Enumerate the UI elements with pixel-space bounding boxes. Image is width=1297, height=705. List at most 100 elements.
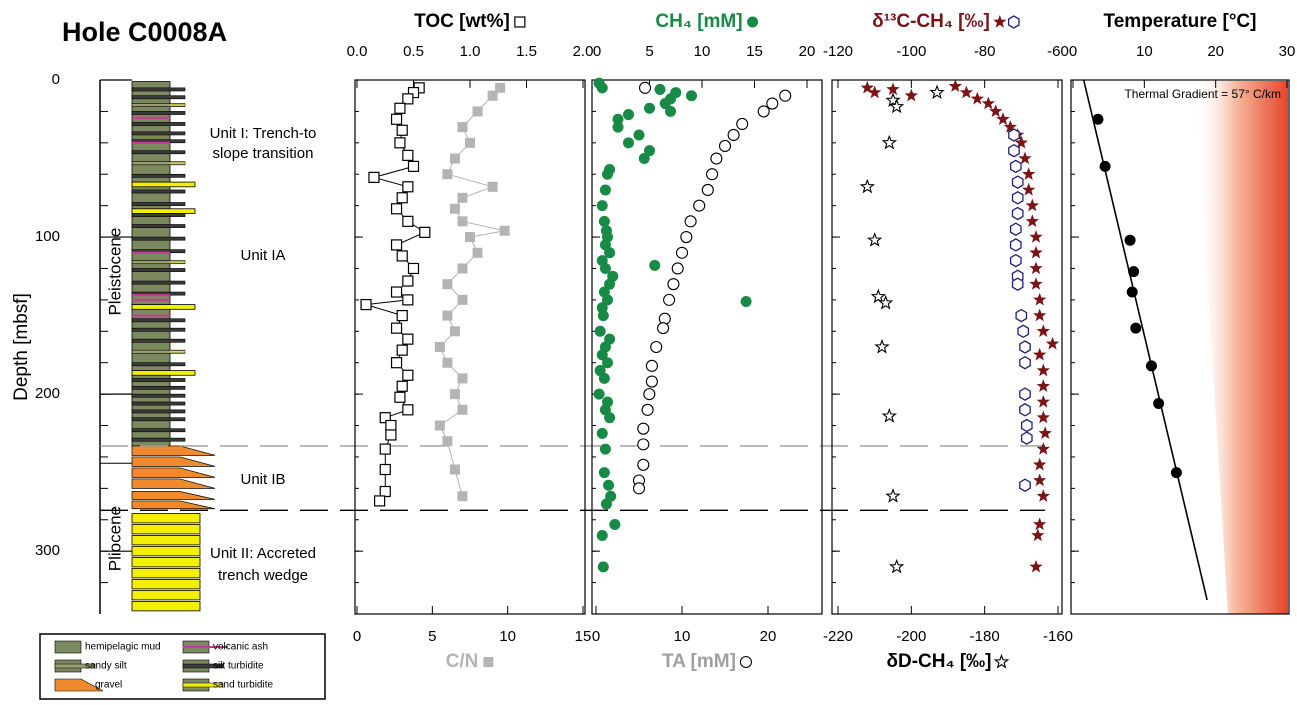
circle-marker [599,262,611,274]
legend-label: hemipelagic mud [85,642,161,653]
square-marker [396,250,408,262]
circle-marker [602,294,613,306]
star-marker [1033,473,1047,487]
circle-marker [593,388,605,400]
circle-marker [612,113,624,125]
axis-title: δD-CH₄ [‰] [886,651,991,672]
circle-marker [596,529,608,541]
circle-marker [659,98,671,110]
epoch-label: Pleistocene [105,228,124,316]
x-tick-label: 0 [592,628,600,645]
x-tick-label: 0.0 [347,43,368,60]
circle-marker [594,325,606,337]
star-marker [1014,135,1028,149]
star-marker [1029,277,1043,290]
circle-marker [596,349,608,361]
gravel-bed [131,491,216,500]
legend-label: silt turbidite [213,661,264,672]
x-tick-label: 10 [694,43,711,60]
circle-marker [650,340,663,354]
star-marker [1033,308,1047,322]
star-marker [1029,559,1043,573]
gravel-bed [131,467,216,478]
gravel-bed [131,456,216,467]
panel-frame [831,79,1063,615]
x-tick-label: 0 [1069,43,1077,60]
legend-swatch [54,640,82,654]
square-marker [442,279,453,290]
unit-label: trench wedge [218,567,308,584]
circle-marker [596,427,608,439]
unit-label: Unit I: Trench-to [210,125,317,142]
circle-marker [1124,234,1136,246]
star-marker [868,85,882,99]
silt-turbidite-bed [131,150,186,155]
y-tick-label: 100 [35,228,60,245]
unit-label: Unit IA [240,247,285,264]
star-marker [989,104,1003,118]
square-marker [402,294,414,306]
legend-label: gravel [95,680,122,691]
hexagon-marker [1008,128,1020,142]
x-tick-label: -180 [970,628,1000,645]
circle-marker [779,89,792,102]
square-marker [434,342,445,352]
x-tick-label: -60 [1047,43,1069,60]
legend-label: sandy silt [85,661,127,672]
square-marker [402,404,414,416]
star-marker [1036,489,1050,502]
star-marker [885,488,901,503]
gravel-bed [131,500,216,510]
sand-bed [131,304,196,310]
circle-marker [684,215,697,228]
silt-turbidite-bed [131,122,186,126]
x-tick-label: 20 [1207,43,1224,60]
legend-swatch [182,682,224,688]
silt-turbidite-bed [131,111,186,115]
series-line [1082,79,1208,601]
circle-marker [739,655,752,669]
y-tick-label: 0 [52,71,60,88]
epoch-label: Pliocene [105,506,124,571]
circle-marker [718,139,732,153]
star-marker [996,112,1010,125]
circle-marker [637,438,650,451]
star-marker [888,558,905,574]
circle-marker [600,498,612,510]
circle-marker [701,183,714,196]
square-marker [449,464,460,475]
circle-marker [1099,160,1111,172]
star-marker [859,178,876,194]
sand-bed [131,370,196,376]
star-marker [1022,167,1036,180]
square-marker [402,93,414,105]
square-marker [465,232,475,243]
square-marker [390,357,403,369]
x-tick-label: 10 [499,628,516,645]
circle-marker [1145,360,1157,372]
circle-marker [757,105,770,118]
star-marker [874,338,890,354]
star-marker [860,80,874,94]
hexagon-marker [1011,277,1024,291]
square-marker [442,310,453,321]
circle-marker [638,81,652,94]
x-tick-label: 0 [353,628,361,645]
star-marker [1029,230,1043,243]
square-marker [385,419,397,432]
star-marker [1003,120,1017,133]
square-marker [442,169,453,180]
circle-marker [604,412,616,424]
x-tick-label: 20 [760,628,777,645]
star-marker [886,82,900,96]
square-marker [402,149,414,161]
circle-marker [598,467,610,479]
square-marker [457,192,468,203]
star-marker [993,653,1010,669]
square-marker [487,90,498,101]
square-marker [394,102,406,114]
silt-turbidite-bed [131,378,186,382]
circle-marker [597,561,609,573]
circle-marker [604,247,616,259]
